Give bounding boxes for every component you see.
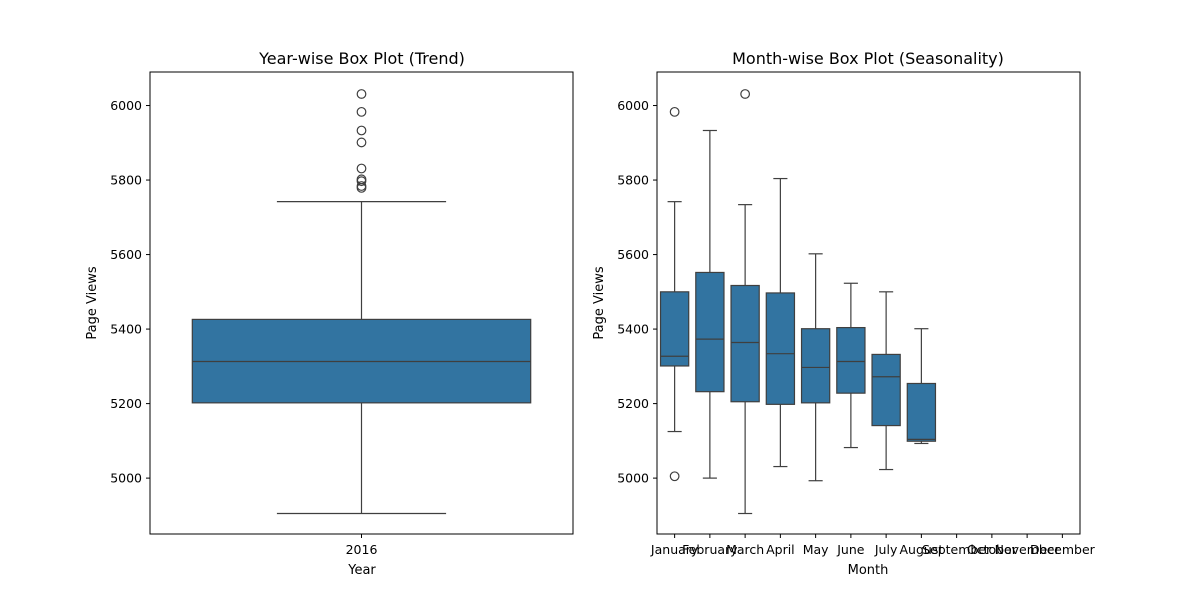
year-box-2016: [191, 89, 532, 515]
outlier-point: [356, 106, 367, 117]
month-y-tick-label: 5800: [617, 173, 649, 188]
month-y-tick-label: 6000: [617, 98, 649, 113]
iqr-box: [659, 291, 690, 367]
month-box-august: [906, 328, 937, 445]
year-y-ticks: 5000 5200 5400 5600 5800 6000: [110, 98, 150, 486]
year-y-tick-label: 5000: [110, 471, 142, 486]
outlier-point: [356, 174, 367, 185]
year-boxes: [191, 89, 532, 515]
month-y-ticks: 5000 5200 5400 5600 5800 6000: [617, 98, 657, 486]
year-y-tick-label: 5200: [110, 396, 142, 411]
iqr-box: [906, 382, 937, 442]
outlier-point: [356, 125, 367, 136]
month-x-tick-label-march: March: [726, 542, 764, 557]
month-box-january: [659, 106, 690, 482]
year-y-tick-label: 6000: [110, 98, 142, 113]
month-x-tick-label-december: December: [1030, 542, 1096, 557]
outlier-point: [669, 106, 680, 117]
year-x-ticks: 2016: [346, 534, 378, 557]
month-y-tick-label: 5400: [617, 322, 649, 337]
month-box-july: [871, 291, 901, 471]
year-chart-title: Year-wise Box Plot (Trend): [258, 49, 465, 68]
year-y-axis-label: Page Views: [85, 266, 100, 339]
outlier-point: [740, 89, 751, 99]
month-x-tick-label-october: October: [967, 542, 1018, 557]
month-x-tick-label-april: April: [766, 542, 795, 557]
month-x-tick-label-february: February: [682, 542, 738, 557]
month-box-february: [695, 129, 725, 479]
month-x-tick-label-january: January: [650, 542, 699, 557]
year-y-tick-label: 5600: [110, 247, 142, 262]
iqr-box: [765, 292, 796, 405]
iqr-box: [730, 284, 760, 403]
year-wise-panel: Year-wise Box Plot (Trend) 5000520054005…: [85, 49, 574, 578]
month-x-tick-label-september: September: [922, 542, 992, 557]
year-y-tick-label: 5400: [110, 322, 142, 337]
year-y-tick-label: 5800: [110, 173, 142, 188]
month-box-may: [800, 253, 831, 482]
month-box-april: [765, 177, 796, 468]
outlier-point: [356, 163, 367, 174]
month-y-axis-label: Page Views: [592, 266, 607, 339]
iqr-box: [695, 271, 725, 393]
month-x-tick-label-july: July: [874, 542, 898, 557]
month-x-tick-label-june: June: [836, 542, 865, 557]
outlier-point: [356, 89, 367, 99]
month-chart-title: Month-wise Box Plot (Seasonality): [732, 49, 1004, 68]
month-y-tick-label: 5000: [617, 471, 649, 486]
outlier-point: [669, 471, 680, 482]
month-y-tick-label: 5600: [617, 247, 649, 262]
iqr-box: [871, 353, 901, 427]
month-x-tick-label-may: May: [803, 542, 829, 557]
month-wise-panel: Month-wise Box Plot (Seasonality) 5000 52…: [592, 49, 1096, 578]
month-x-tick-label-november: November: [995, 542, 1061, 557]
outlier-point: [356, 181, 367, 191]
year-plot-frame: [149, 71, 574, 535]
month-x-tick-label-august: August: [900, 542, 944, 557]
month-box-june: [836, 282, 866, 449]
month-x-axis-label: Month: [848, 563, 889, 578]
year-x-tick-label-2016: 2016: [346, 542, 378, 557]
month-plot-frame: [656, 71, 1081, 535]
iqr-box: [836, 326, 866, 394]
year-x-axis-label: Year: [347, 563, 376, 578]
month-y-tick-label: 5200: [617, 396, 649, 411]
iqr-box: [800, 328, 831, 404]
outlier-point: [356, 137, 367, 148]
month-box-march: [730, 89, 760, 515]
month-boxes: [659, 89, 937, 515]
